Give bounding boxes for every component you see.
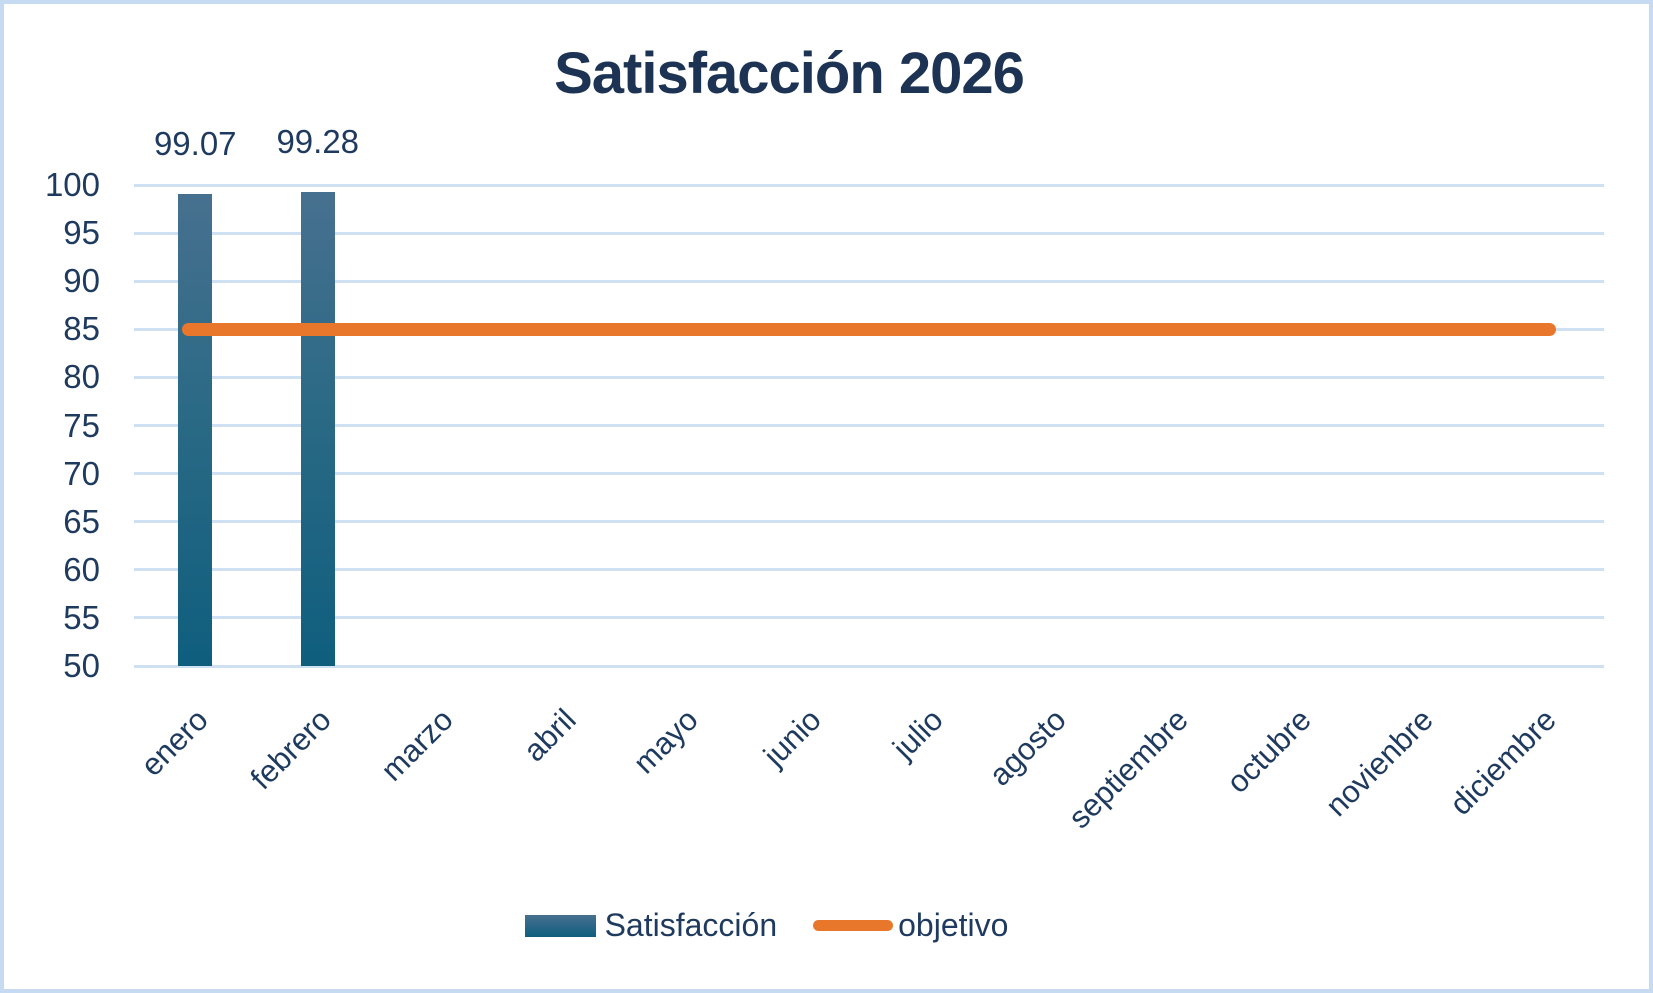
gridline (134, 616, 1604, 620)
y-tick-label: 90 (63, 262, 100, 300)
gridline (134, 568, 1604, 572)
legend-row: Satisfacción objetivo (524, 907, 1008, 944)
y-tick-label: 100 (44, 166, 100, 203)
bar-value-label: 99.28 (276, 122, 360, 160)
legend-item-objetivo: objetivo (813, 907, 1008, 944)
y-tick-label: 50 (63, 647, 100, 684)
gridline (134, 231, 1604, 235)
gridline (134, 520, 1604, 524)
y-tick-label: 55 (63, 598, 100, 636)
gridline (134, 472, 1604, 476)
gridline (134, 664, 1604, 668)
chart-legend: Satisfacción objetivo (4, 907, 1649, 944)
y-tick-label: 75 (63, 406, 100, 444)
satisfaction-chart: Satisfacción 2026 100 95 90 85 80 75 70 65 60 55 5… (4, 4, 1649, 989)
bar-swatch-icon (524, 914, 596, 937)
gridline (134, 424, 1604, 427)
y-tick-label: 65 (63, 502, 100, 540)
line-swatch-icon (813, 920, 894, 931)
y-tick-label: 80 (63, 358, 100, 396)
gridline (134, 375, 1604, 379)
gridline (134, 183, 1604, 187)
y-tick-label: 70 (63, 454, 100, 492)
target-line-objetivo (182, 322, 1556, 336)
y-tick-label: 95 (63, 214, 100, 252)
legend-label-satisfaccion: Satisfacción (604, 907, 778, 943)
y-tick-label: 60 (63, 550, 100, 588)
bar-febrero (300, 191, 335, 666)
gridline (134, 279, 1604, 283)
bar-value-label: 99.07 (153, 124, 237, 162)
y-tick-label: 85 (63, 310, 100, 348)
legend-label-objetivo: objetivo (898, 907, 1009, 943)
legend-item-satisfaccion: Satisfacción (524, 907, 778, 944)
bar-enero (178, 193, 213, 666)
chart-title: Satisfacción 2026 (554, 41, 1025, 106)
